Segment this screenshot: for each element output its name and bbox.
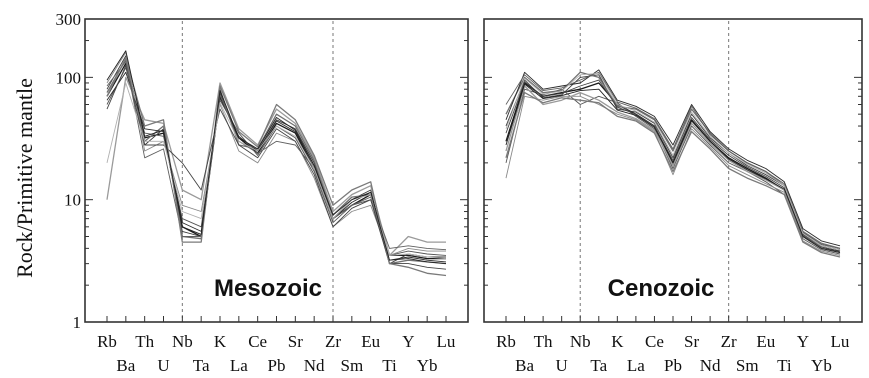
- mesozoic-x-label-ti: Ti: [382, 356, 397, 375]
- cenozoic-x-label-pb: Pb: [664, 356, 682, 375]
- cenozoic-series-line-5: [505, 95, 841, 256]
- cenozoic-series-line-7: [505, 85, 841, 254]
- mesozoic-series-line-6: [106, 71, 447, 263]
- mesozoic-series-line-9: [106, 60, 447, 251]
- mesozoic-x-label-zr: Zr: [325, 332, 341, 351]
- mesozoic-x-label-ba: Ba: [116, 356, 135, 375]
- cenozoic-x-label-ce: Ce: [645, 332, 664, 351]
- mesozoic-series-line-8: [106, 65, 447, 270]
- cenozoic-x-label-k: K: [611, 332, 624, 351]
- cenozoic-series-line-6: [505, 69, 841, 247]
- cenozoic-panel-title: Cenozoic: [608, 275, 715, 302]
- mesozoic-series-line-2: [106, 55, 446, 265]
- mesozoic-x-label-k: K: [214, 332, 227, 351]
- mesozoic-x-label-y: Y: [402, 332, 414, 351]
- mesozoic-x-label-la: La: [230, 356, 248, 375]
- mesozoic-x-label-eu: Eu: [361, 332, 380, 351]
- cenozoic-x-label-sr: Sr: [684, 332, 699, 351]
- cenozoic-x-label-u: U: [556, 356, 568, 375]
- mesozoic-x-label-sr: Sr: [288, 332, 303, 351]
- cenozoic-x-label-la: La: [627, 356, 645, 375]
- mesozoic-x-label-rb: Rb: [97, 332, 117, 351]
- y-tick-label: 300: [56, 10, 82, 29]
- mesozoic-series-line-4: [106, 58, 447, 265]
- mesozoic-x-label-nd: Nd: [304, 356, 325, 375]
- mesozoic-x-label-ta: Ta: [193, 356, 210, 375]
- mesozoic-x-label-nb: Nb: [172, 332, 193, 351]
- cenozoic-x-label-sm: Sm: [736, 356, 759, 375]
- cenozoic-series-line-10: [505, 91, 841, 258]
- mesozoic-x-label-u: U: [157, 356, 169, 375]
- cenozoic-x-label-nb: Nb: [570, 332, 591, 351]
- mesozoic-series-line-12: [106, 50, 447, 265]
- cenozoic-series-line-12: [505, 83, 841, 253]
- mesozoic-x-label-sm: Sm: [340, 356, 363, 375]
- mesozoic-panel-title: Mesozoic: [214, 275, 322, 302]
- mesozoic-x-label-pb: Pb: [268, 356, 286, 375]
- mesozoic-x-label-yb: Yb: [417, 356, 438, 375]
- mesozoic-series-line-5: [106, 51, 446, 256]
- cenozoic-series-line-11: [505, 72, 841, 251]
- cenozoic-x-label-ba: Ba: [515, 356, 534, 375]
- cenozoic-x-label-th: Th: [534, 332, 553, 351]
- y-tick-label: 1: [73, 313, 82, 332]
- mesozoic-x-label-lu: Lu: [437, 332, 456, 351]
- cenozoic-series-line-9: [505, 71, 841, 249]
- cenozoic-x-label-yb: Yb: [811, 356, 832, 375]
- mesozoic-series-line-10: [106, 56, 447, 277]
- cenozoic-x-label-zr: Zr: [721, 332, 737, 351]
- y-tick-label: 100: [56, 68, 82, 87]
- mesozoic-series-line-11: [106, 82, 447, 260]
- mesozoic-series-line-1: [106, 62, 446, 260]
- cenozoic-x-label-rb: Rb: [496, 332, 516, 351]
- cenozoic-series-line-8: [505, 79, 841, 252]
- mesozoic-x-label-ce: Ce: [248, 332, 267, 351]
- cenozoic-x-label-eu: Eu: [756, 332, 775, 351]
- y-axis-label: Rock/Primitive mantle: [12, 78, 37, 278]
- mesozoic-series-line-3: [106, 67, 447, 256]
- mesozoic-x-label-th: Th: [135, 332, 154, 351]
- cenozoic-x-label-ti: Ti: [777, 356, 792, 375]
- cenozoic-x-label-lu: Lu: [831, 332, 850, 351]
- y-tick-label: 10: [64, 191, 81, 210]
- cenozoic-x-label-nd: Nd: [700, 356, 721, 375]
- cenozoic-x-label-ta: Ta: [590, 356, 607, 375]
- cenozoic-series-line-1: [505, 82, 841, 252]
- cenozoic-x-label-y: Y: [797, 332, 809, 351]
